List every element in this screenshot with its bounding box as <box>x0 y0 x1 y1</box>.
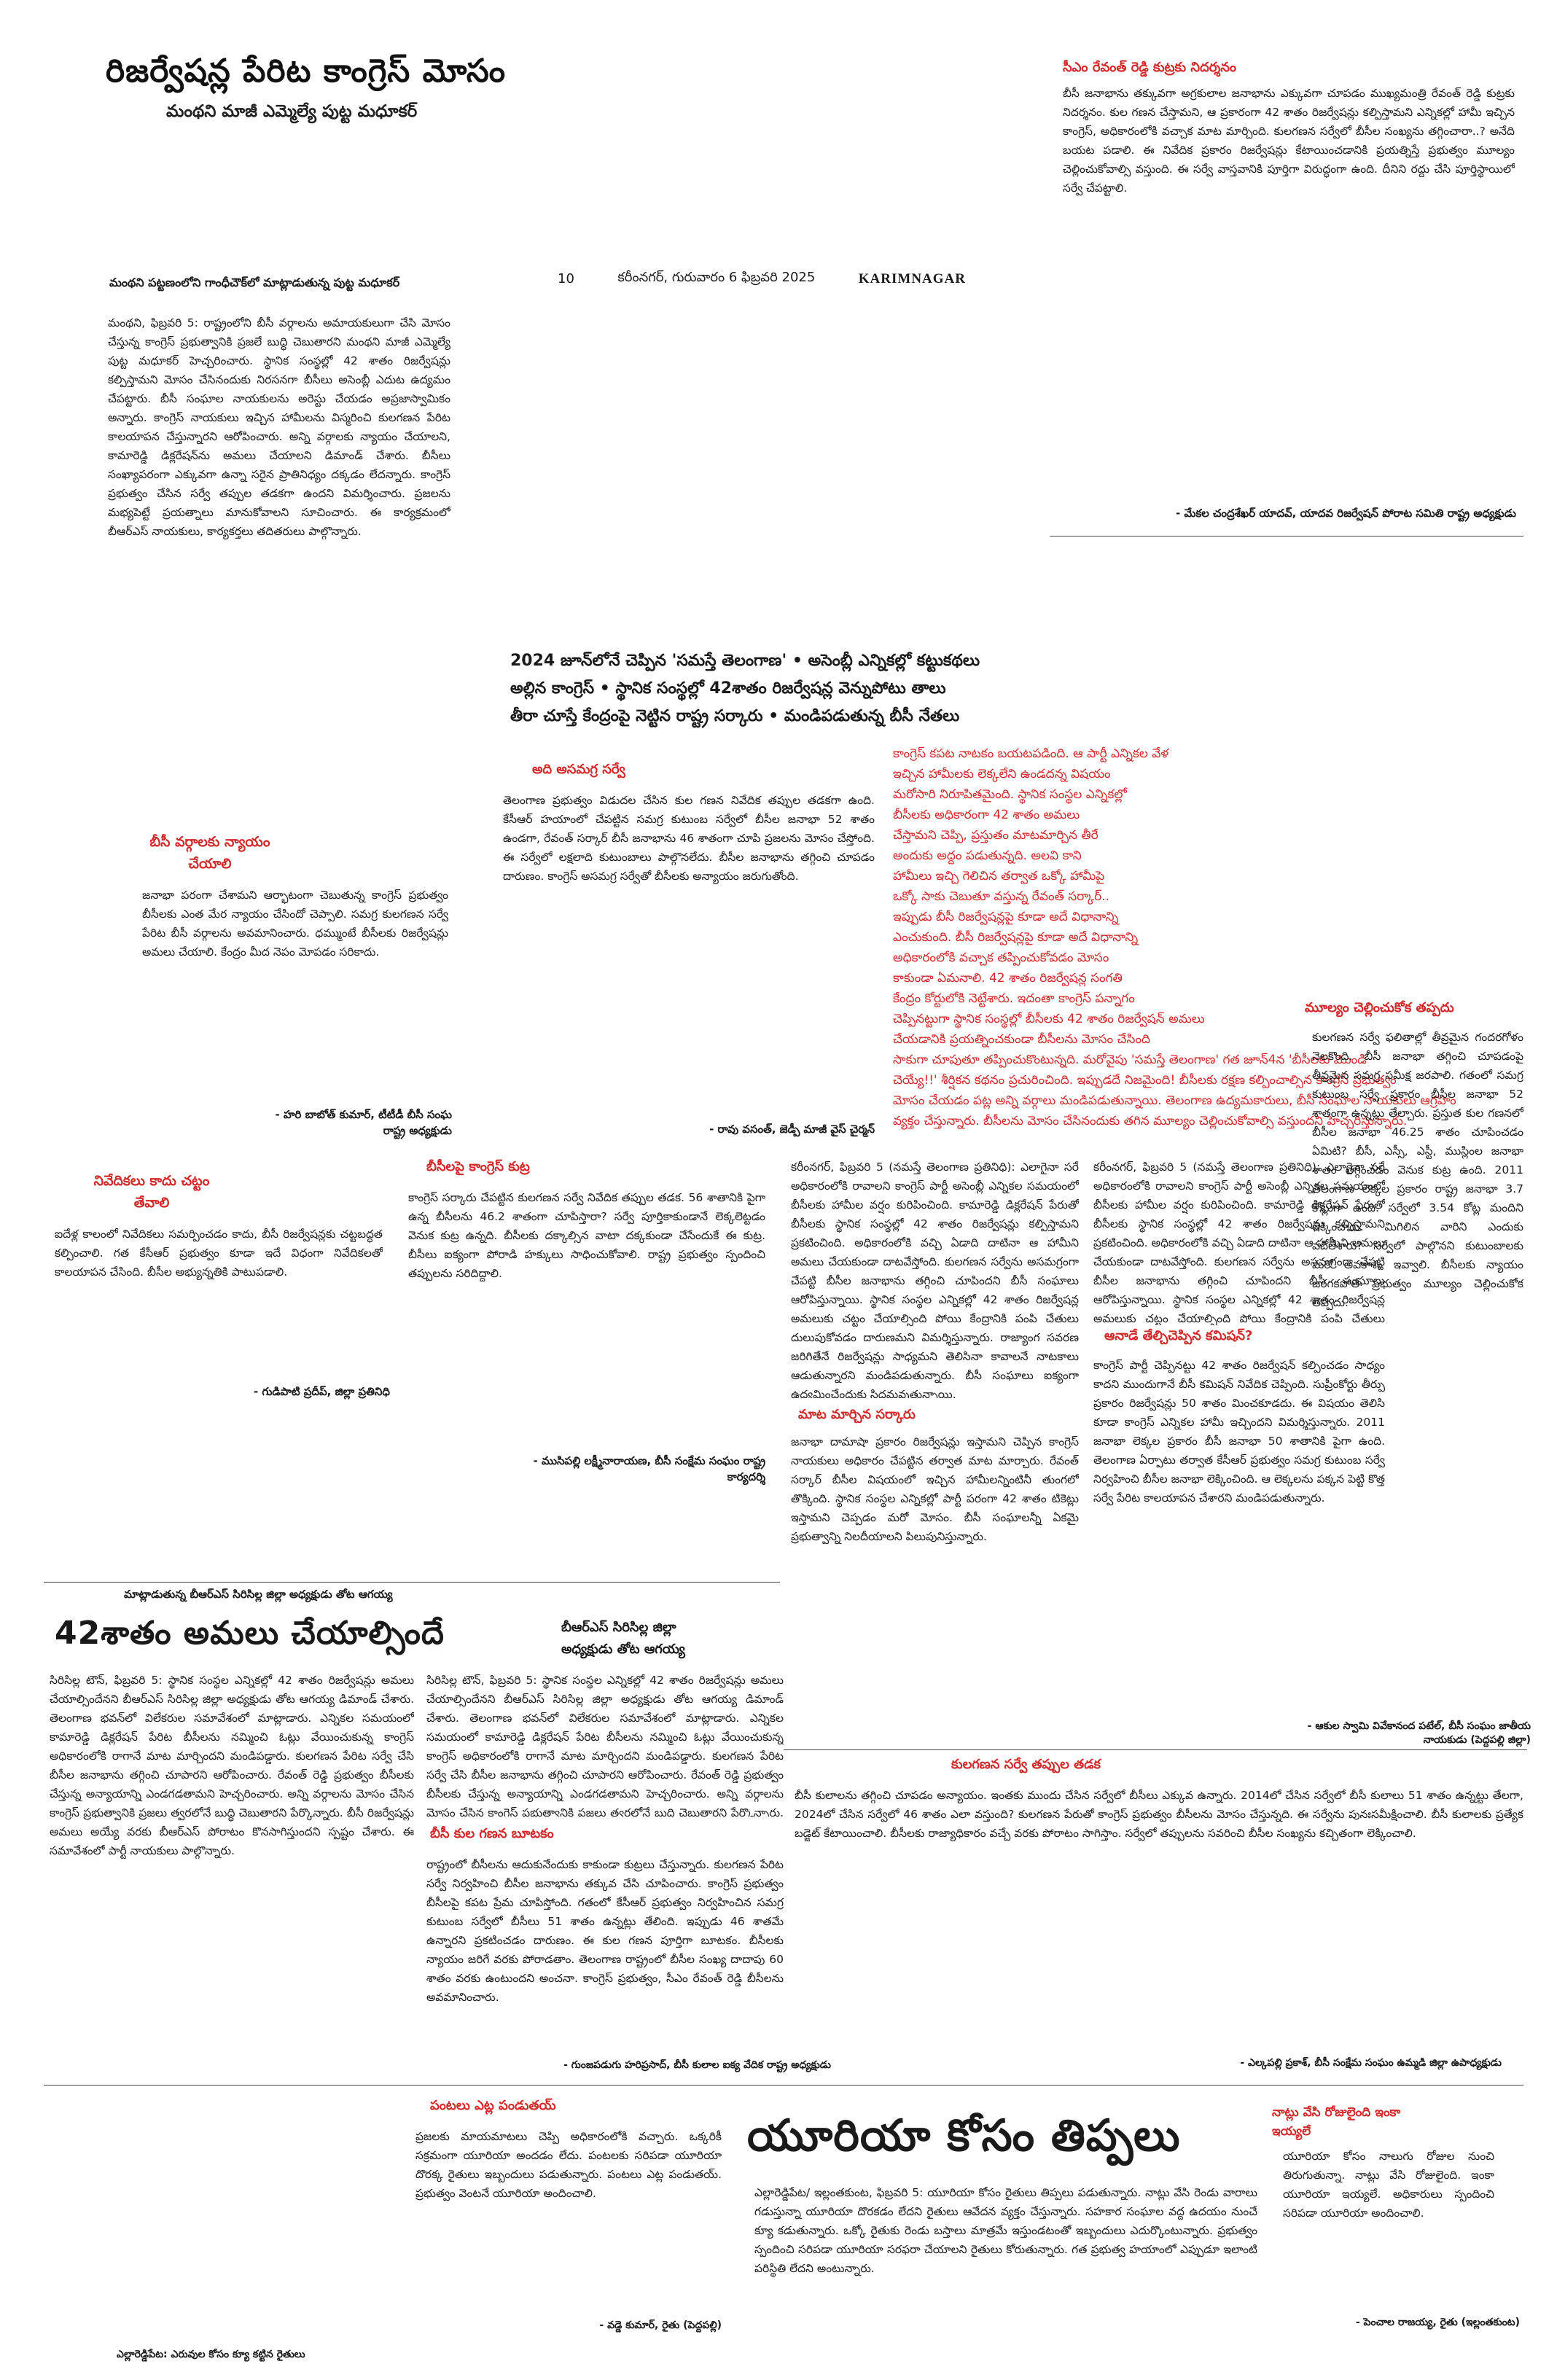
col3-body: కాంగ్రెస్ సర్కారు చేపట్టిన కులగణన సర్వే … <box>408 1191 765 1280</box>
red-line: కాకుండా ఏమనాలి. 42 శాతం రిజర్వేషన్ల సంగత… <box>893 971 1123 986</box>
red-line: ఇప్పుడు బీసీ రిజర్వేషన్లపై కూడా అదే విధా… <box>893 910 1119 924</box>
box2-body: ఐదేళ్ల కాలంలో నివేదికలు సమర్పించడం కాదు,… <box>55 1228 383 1279</box>
red-line: చేస్తామని చెప్పి, ప్రస్తుతం మాటమార్చిన త… <box>893 828 1099 843</box>
right-mid-body: కులగణన సర్వే ఫలితాల్లో తీవ్రమైన గందరగోళం… <box>1312 1031 1523 1309</box>
urea-body: ఎల్లారెడ్డిపేట/ ఇల్లంతకుంట, ఫిబ్రవరి 5: … <box>754 2186 1257 2275</box>
red-line: అధికారంలోకి వచ్చాక తప్పించుకోవడం మోసం <box>893 951 1109 965</box>
page-number: 10 <box>558 271 574 286</box>
divider <box>784 1749 1527 1750</box>
bottom-mid-body: రాష్ట్రంలో బీసీలను ఆదుకునేందుకు కాకుండా … <box>426 1858 784 2004</box>
highlights-list: 2024 జూన్‌లోనే చెప్పిన 'సమస్తే తెలంగాణ' … <box>510 647 1210 730</box>
caption-line: అధ్యక్షుడు తోట ఆగయ్య <box>561 1642 685 1657</box>
col2-heading: అది అసమగ్ర సర్వే <box>532 762 625 777</box>
red-line: చెప్పినట్టుగా స్థానిక సంస్థల్లో బీసీలకు … <box>893 1012 1205 1026</box>
red-line: ఇచ్చిన హామీలకు లెక్కలేని ఉండదన్న విషయం <box>893 767 1111 781</box>
sub-body-1: జనాభా దామాషా ప్రకారం రిజర్వేషన్లు ఇస్తామ… <box>791 1435 1079 1543</box>
red-line: చెయ్యే!!' శీర్షికన కథనం ప్రచురించింది. ఇ… <box>893 1073 1397 1088</box>
red-line: కేంద్రం కోర్టులోకి నెట్టేశారు. ఇదంతా కాం… <box>893 991 1135 1006</box>
box1-signature: - హరి బాబోత్ కుమార్, టీటీడీ బీసీ సంఘ రాష… <box>275 1108 452 1137</box>
right-top-body: బీసీ జనాభాను తక్కువగా అగ్రకులాల జనాభాను … <box>1063 87 1515 195</box>
right-top-signature: - మేకల చంద్రశేఖర్ యాదవ్, యాదవ రిజర్వేషన్… <box>1176 507 1516 520</box>
highlight-item: అల్లిన కాంగ్రెస్ • స్థానిక సంస్థల్లో 42శ… <box>510 679 946 698</box>
red-line: అందుకు అద్దం పడుతున్నది. అలవి కాని <box>893 848 1082 863</box>
bottom-left-headline: 42శాతం అమలు చేయాల్సిందే <box>55 1615 445 1652</box>
red-line: హామీలు ఇచ్చి గెలిచిన తర్వాత ఒక్కో హామీపై <box>893 869 1105 883</box>
bottom-mid-body-top: సిరిసిల్ల టౌన్, ఫిబ్రవరి 5: స్థానిక సంస్… <box>426 1674 784 1817</box>
strip-photo-caption: ఎల్లారెడ్డిపేట: ఎరువుల కోసం క్యూ కట్టిన … <box>117 2349 305 2360</box>
highlight-item: తీరా చూస్తే కేంద్రంపై నెట్టిన రాష్ట్ర సర… <box>510 707 960 725</box>
divider <box>1050 536 1523 537</box>
box2-signature: - గుడిపాటి ప్రదీప్, జిల్లా ప్రతినిధి <box>254 1385 390 1398</box>
edition-name: KARIMNAGAR <box>858 270 966 286</box>
strip-left-signature: - వడ్డె కుమార్, రైతు (పెద్దపల్లి) <box>599 2319 722 2331</box>
sub-body-2: కాంగ్రెస్ పార్టీ చెప్పినట్టు 42 శాతం రిజ… <box>1093 1359 1385 1505</box>
red-line: ఎంచుకుంది. బీసీ రిజర్వేషన్లపై కూడా అదే వ… <box>893 930 1139 945</box>
photo-caption-box: బీఆర్ఎస్ సిరిసిల్ల జిల్లా అధ్యక్షుడు తోట… <box>561 1617 758 1661</box>
red-line: కాంగ్రెస్ కపట నాటకం బయటపడింది. ఆ పార్టీ … <box>893 746 1169 761</box>
bottom-right-signature: - ఎల్కపల్లి ప్రకాశ్, బీసీ సంక్షేమ సంఘం ఉ… <box>1240 2057 1502 2069</box>
box2-heading: నివేదికలు కాదు చట్టం తేవాలి <box>93 1173 210 1211</box>
col3-signature: - ముసిపల్లి లక్ష్మీనారాయణ, బీసీ సంక్షేమ … <box>533 1454 766 1483</box>
col3-heading: బీసీలపై కాంగ్రెస్ కుట్ర <box>426 1159 530 1174</box>
bottom-mid-heading: బీసీ కుల గణన బూటకం <box>430 1826 554 1841</box>
lead-story-body: మంథని, ఫిబ్రవరి 5: రాష్ట్రంలోని బీసీ వర్… <box>108 316 450 538</box>
bottom-right-body: బీసీ కులాలను తగ్గించి చూపడం అన్యాయం. ఇంత… <box>795 1789 1523 1840</box>
strip-right-heading: నాట్లు వేసి రోజులైంది ఇంకా ఇయ్యలే <box>1272 2105 1401 2139</box>
sub-heading-2: ఆనాడే తేల్చిచెప్పిన కమిషన్? <box>1104 1328 1253 1343</box>
col2-body: తెలంగాణ ప్రభుత్వం విడుదల చేసిన కుల గణన న… <box>503 794 875 883</box>
divider <box>44 2085 1523 2086</box>
red-line: ఒక్కో సాకు చెబుతూ వస్తున్న రేవంత్ సర్కార… <box>893 889 1110 904</box>
sub-heading-1: మాట మార్చిన సర్కారు <box>798 1407 916 1422</box>
red-line: మరోసారి నిరూపితమైంది. స్థానిక సంస్థల ఎన్… <box>893 787 1127 802</box>
box1-heading: బీసీ వర్గాలకు న్యాయం చేయాలి <box>149 834 270 872</box>
bottom-mid-signature: - గుంజపడుగు హరిప్రసాద్, బీసీ కులాల ఐక్య … <box>563 2059 831 2071</box>
col2-signature: - రావు వసంత్, జెడ్పీ మాజీ వైస్ చైర్మన్ <box>709 1123 875 1136</box>
main-subheadline: మంథని మాజీ ఎమ్మెల్యే పుట్ట మధూకర్ <box>166 102 418 121</box>
right-top-heading: సీఎం రేవంత్ రెడ్డి కుట్రకు నిదర్శనం <box>1063 60 1236 75</box>
right-mid-heading: మూల్యం చెల్లించుకోక తప్పదు <box>1305 1000 1454 1015</box>
right-mid-signature: - ఆకుల స్వామి వివేకానంద పటేల్, బీసీ సంఘం… <box>1307 1720 1531 1746</box>
red-line: సాకుగా చూపుతూ తప్పించుకొంటున్నది. మరోవైప… <box>893 1053 1367 1067</box>
highlight-item: 2024 జూన్‌లోనే చెప్పిన 'సమస్తే తెలంగాణ' … <box>510 652 980 670</box>
strip-left-heading: పంటలు ఎట్ల పండుతయ్ <box>430 2098 556 2113</box>
divider <box>44 1582 780 1583</box>
middle-body: కరీంనగర్, ఫిబ్రవరి 5 (నమస్తే తెలంగాణ ప్ర… <box>791 1160 1079 1398</box>
caption-line: బీఆర్ఎస్ సిరిసిల్ల జిల్లా <box>561 1620 676 1635</box>
red-line: వ్యక్తం చేస్తున్నారు. బీసీలను మోసం చేసిన… <box>893 1114 1408 1128</box>
bottom-left-body: సిరిసిల్ల టౌన్, ఫిబ్రవరి 5: స్థానిక సంస్… <box>50 1674 414 1857</box>
photo-caption: మంథని పట్టణంలోని గాంధీచౌక్‌లో మాట్లాడుతు… <box>109 276 400 289</box>
red-line: మోసం చేయడం పట్ల అన్ని వర్గాలు మండిపడుతున… <box>893 1093 1456 1108</box>
strip-right-signature: - పెంచాల రాజయ్య, రైతు (ఇల్లంతకుంట) <box>1355 2317 1520 2328</box>
strip-left-body: ప్రజలకు మాయమాటలు చెప్పి అధికారంలోకి వచ్చ… <box>415 2130 722 2200</box>
red-line: బీసీలకు అధికారంగా 42 శాతం అమలు <box>893 808 1080 822</box>
red-line: చేయడానికి ప్రయత్నించకుండా బీసీలను మోసం చ… <box>893 1032 1150 1047</box>
edition-date: కరీంనగర్, గురువారం 6 ఫిబ్రవరి 2025 <box>617 270 816 285</box>
box1-body: జనాభా పరంగా చేశామని ఆర్భాటంగా చెబుతున్న … <box>142 889 448 959</box>
main-headline: రిజర్వేషన్ల పేరిట కాంగ్రెస్ మోసం <box>106 52 507 90</box>
red-highlight-block: కాంగ్రెస్ కపట నాటకం బయటపడింది. ఆ పార్టీ … <box>893 744 1476 1152</box>
urea-headline: యూరియా కోసం తిప్పలు <box>747 2110 1181 2161</box>
dateline: 10 కరీంనగర్, గురువారం 6 ఫిబ్రవరి 2025 KA… <box>558 270 966 288</box>
bottom-left-kicker: మాట్లాడుతున్న బీఆర్ఎస్ సిరిసిల్ల జిల్లా … <box>124 1588 393 1601</box>
sub-body-2a: కరీంనగర్, ఫిబ్రవరి 5 (నమస్తే తెలంగాణ ప్ర… <box>1093 1160 1385 1325</box>
bottom-right-heading: కులగణన సర్వే తప్పుల తడక <box>951 1757 1101 1772</box>
strip-right-body: యూరియా కోసం నాలుగు రోజుల నుంచి తిరుగుతున… <box>1283 2150 1494 2220</box>
